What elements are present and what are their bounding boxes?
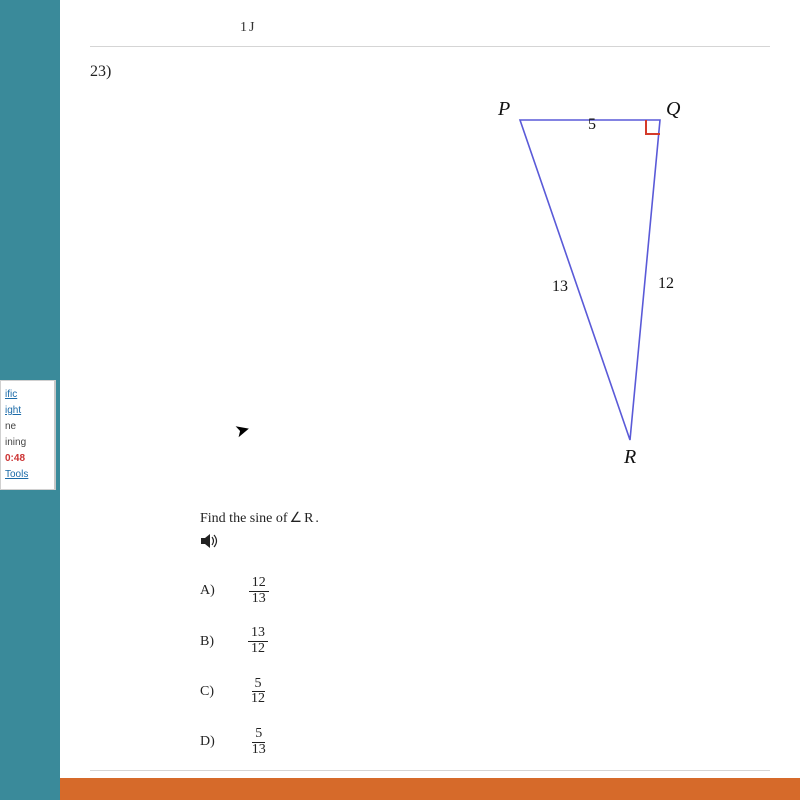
sidebar-item: 0:48	[5, 451, 50, 467]
choice-fraction: 1213	[249, 576, 269, 606]
read-aloud-button[interactable]	[200, 533, 222, 549]
choice-label: B)	[200, 634, 214, 650]
previous-question-fragment: 1J	[240, 20, 770, 36]
question-prompt: Find the sine of ∠ R .	[200, 510, 319, 527]
vertex-label-r: R	[624, 446, 636, 469]
edge-label: 12	[658, 275, 674, 293]
edge-label: 13	[552, 278, 568, 296]
worksheet-content: 1J 23) PQR51213 ➤ Find the sine of ∠ R .	[60, 0, 800, 780]
sidebar-item[interactable]: ific	[5, 387, 50, 403]
vertex-label-q: Q	[666, 98, 680, 121]
question-divider	[90, 46, 770, 47]
angle-symbol: ∠	[290, 510, 303, 527]
choice-label: C)	[200, 684, 214, 700]
prompt-vertex: R	[304, 511, 313, 527]
sidebar-card: ific ightneining0:48Tools	[0, 380, 56, 490]
answer-choice[interactable]: B) 1312	[200, 626, 319, 656]
choice-fraction: 512	[248, 677, 268, 707]
question-number: 23)	[90, 63, 770, 81]
choice-fraction: 1312	[248, 626, 268, 656]
bottom-bar	[60, 778, 800, 800]
answer-choices: A) 1213 B) 1312 C) 512 D) 513	[200, 576, 319, 758]
choice-label: D)	[200, 734, 215, 750]
prompt-text-prefix: Find the sine of	[200, 511, 288, 527]
question-prompt-block: Find the sine of ∠ R . A) 1213 B) 1312 C) 512…	[200, 510, 319, 778]
answer-choice[interactable]: D) 513	[200, 727, 319, 757]
page-surface: 1J 23) PQR51213 ➤ Find the sine of ∠ R .	[60, 0, 800, 800]
prompt-suffix: .	[315, 511, 319, 527]
vertex-label-p: P	[498, 98, 510, 121]
edge-label: 5	[588, 116, 596, 134]
answer-choice[interactable]: A) 1213	[200, 576, 319, 606]
triangle-diagram: P Q R 5 12 13	[460, 100, 720, 480]
sidebar-item: ining	[5, 435, 50, 451]
triangle-svg	[460, 100, 720, 480]
sidebar-item[interactable]: ight	[5, 403, 50, 419]
question-divider-bottom	[90, 770, 770, 771]
choice-fraction: 513	[249, 727, 269, 757]
left-sidebar: ific ightneining0:48Tools	[0, 0, 60, 800]
choice-label: A)	[200, 583, 215, 599]
sidebar-item[interactable]: Tools	[5, 467, 50, 483]
sidebar-item: ne	[5, 419, 50, 435]
answer-choice[interactable]: C) 512	[200, 677, 319, 707]
mouse-cursor: ➤	[233, 418, 253, 442]
